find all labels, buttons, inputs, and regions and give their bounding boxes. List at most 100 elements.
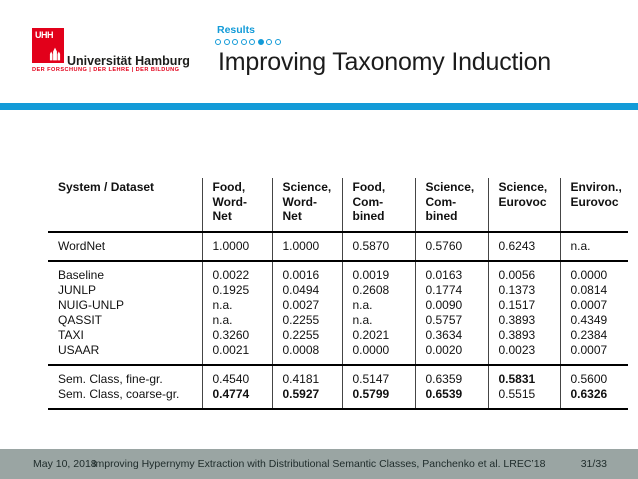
score-cell: 0.5870 (341, 231, 415, 261)
score-cell: n.a. (341, 312, 415, 328)
score-cell: 0.0000 (559, 260, 628, 283)
score-cell: 0.4181 (271, 364, 342, 387)
score-cell: 0.0008 (271, 342, 342, 365)
progress-dot (240, 39, 247, 45)
column-header: Science, Com-bined (414, 178, 488, 232)
footer-reference: Improving Hypernymy Extraction with Dist… (92, 458, 546, 470)
score-cell: 0.0022 (201, 260, 272, 283)
score-cell: 0.5600 (559, 364, 628, 387)
score-cell: 0.4349 (559, 312, 628, 328)
score-cell: 0.0000 (341, 342, 415, 365)
table-row: Sem. Class, coarse-gr. 0.4774 0.5927 0.5799… (48, 386, 628, 409)
score-cell: 1.0000 (271, 231, 342, 261)
university-name: Universität Hamburg (67, 54, 190, 68)
system-label: USAAR (58, 342, 100, 357)
table-row-group: Sem. Class, fine-gr. 0.4540 0.4181 0.5147 0.… (48, 364, 628, 409)
progress-dots (215, 39, 281, 45)
score-cell: 0.4540 (201, 364, 272, 387)
table-row: USAAR 0.0021 0.0008 0.0000 0.0020 0.0023 0.000… (48, 342, 628, 365)
university-logo: UHH Universität Hamburg DER FORSCHUNG | … (32, 28, 212, 74)
table-row: WordNet 1.0000 1.0000 0.5870 0.5760 0.6243 n.a… (48, 231, 628, 261)
section-label: Results (217, 24, 255, 36)
score-cell: 0.0090 (414, 297, 488, 313)
uhh-logo-mark: UHH (32, 28, 64, 63)
score-cell: n.a. (201, 297, 272, 313)
score-cell: n.a. (559, 231, 628, 261)
score-cell: 0.3260 (201, 327, 272, 343)
score-cell: 0.5927 (271, 386, 342, 409)
score-cell: 0.2255 (271, 312, 342, 328)
score-cell: 0.1517 (487, 297, 560, 313)
column-header: Food, Word- Net (201, 178, 272, 232)
score-cell: 0.5757 (414, 312, 488, 328)
score-cell: 0.4774 (201, 386, 272, 409)
column-header: Science, Word- Net (271, 178, 342, 232)
score-cell: 0.5147 (341, 364, 415, 387)
column-header: Environ., Eurovoc (559, 178, 628, 232)
score-cell: 0.2255 (271, 327, 342, 343)
score-cell: 0.0019 (341, 260, 415, 283)
section-header: Results (215, 24, 281, 45)
score-cell: 0.0007 (559, 342, 628, 365)
table-row: Baseline 0.0022 0.0016 0.0019 0.0163 0.0056 0.… (48, 260, 628, 283)
progress-dot (232, 39, 238, 45)
score-cell: 0.6539 (414, 386, 488, 409)
score-cell: 0.2384 (559, 327, 628, 343)
score-cell: 0.0016 (271, 260, 342, 283)
results-table: System / Dataset Food, Word- Net Science, Wor… (48, 178, 628, 410)
column-header: Food, Com-bined (341, 178, 415, 232)
score-cell: n.a. (341, 297, 415, 313)
progress-dot (249, 39, 255, 45)
score-cell: 0.0023 (487, 342, 560, 365)
university-tagline: DER FORSCHUNG | DER LEHRE | DER BILDUNG (32, 67, 180, 73)
score-cell: 0.1373 (487, 282, 560, 298)
footer-bar: May 10, 2018 Improving Hypernymy Extract… (0, 449, 638, 479)
score-cell: 0.3893 (487, 312, 560, 328)
score-cell: 1.0000 (201, 231, 272, 261)
table-row: QASSIT n.a. 0.2255 n.a. 0.5757 0.3893 0.4349 (48, 312, 628, 328)
score-cell: 0.3634 (414, 327, 488, 343)
score-cell: 0.0021 (201, 342, 272, 365)
table-row: Sem. Class, fine-gr. 0.4540 0.4181 0.5147 0.… (48, 364, 628, 387)
score-cell: 0.1774 (414, 282, 488, 298)
table-row: TAXI 0.3260 0.2255 0.2021 0.3634 0.3893 0.2384 (48, 327, 628, 343)
slide-title: Improving Taxonomy Induction (218, 48, 552, 76)
system-label: NUIG-UNLP (58, 297, 125, 312)
score-cell: 0.2608 (341, 282, 415, 298)
progress-dot (215, 39, 221, 45)
table-row: JUNLP 0.1925 0.0494 0.2608 0.1774 0.1373 0.081… (48, 282, 628, 298)
score-cell: 0.0814 (559, 282, 628, 298)
score-cell: 0.0007 (559, 297, 628, 313)
system-label: WordNet (58, 238, 106, 253)
system-label: QASSIT (58, 312, 103, 327)
score-cell: 0.3893 (487, 327, 560, 343)
score-cell: 0.6359 (414, 364, 488, 387)
score-cell: 0.0020 (414, 342, 488, 365)
table-head: System / Dataset Food, Word- Net Science, Wor… (48, 178, 628, 232)
progress-dot (223, 39, 230, 45)
footer-page-number: 31/33 (580, 458, 607, 470)
score-cell: 0.5760 (414, 231, 488, 261)
table-row-group: WordNet 1.0000 1.0000 0.5870 0.5760 0.6243 n.a… (48, 231, 628, 261)
score-cell: 0.0027 (271, 297, 342, 313)
score-cell: 0.0163 (414, 260, 488, 283)
results-table-wrap: System / Dataset Food, Word- Net Science, Wor… (48, 178, 628, 410)
score-cell: 0.6326 (559, 386, 628, 409)
footer-date: May 10, 2018 (33, 458, 97, 470)
castle-icon (49, 47, 61, 61)
table-row-group: Baseline 0.0022 0.0016 0.0019 0.0163 0.0056 0.… (48, 260, 628, 365)
column-header: Science, Eurovoc (487, 178, 560, 232)
score-cell: n.a. (201, 312, 272, 328)
column-header: System / Dataset (58, 180, 155, 194)
progress-dot (274, 39, 281, 45)
score-cell: 0.5831 (487, 364, 560, 387)
system-label: Sem. Class, coarse-gr. (58, 386, 180, 401)
accent-rule (0, 103, 638, 110)
progress-dot (266, 39, 272, 45)
system-label: JUNLP (58, 282, 97, 297)
system-label: Sem. Class, fine-gr. (58, 371, 163, 386)
score-cell: 0.6243 (487, 231, 560, 261)
table-header-row: System / Dataset Food, Word- Net Science, Wor… (48, 178, 628, 232)
score-cell: 0.5799 (341, 386, 415, 409)
